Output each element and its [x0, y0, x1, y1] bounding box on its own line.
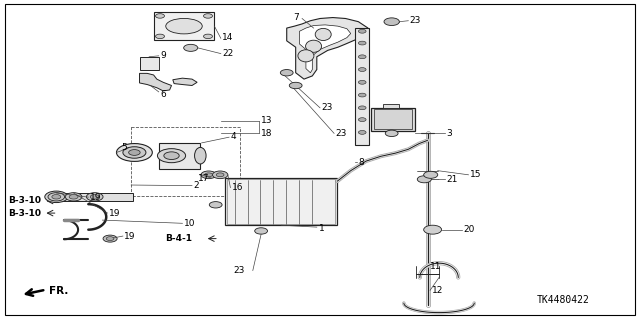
Bar [131, 127, 240, 196]
Text: 3: 3 [446, 129, 452, 138]
Text: 17: 17 [198, 174, 210, 182]
Bar [374, 109, 412, 129]
Polygon shape [140, 73, 172, 91]
Text: 6: 6 [160, 90, 166, 99]
Text: 1: 1 [319, 224, 324, 233]
Bar [56, 193, 133, 201]
Bar [227, 179, 335, 224]
Text: 5: 5 [122, 143, 127, 152]
Circle shape [123, 147, 146, 158]
Text: 20: 20 [463, 225, 475, 234]
Circle shape [205, 173, 212, 177]
Text: 4: 4 [230, 132, 236, 141]
Text: B-4-1: B-4-1 [165, 234, 192, 243]
Circle shape [358, 106, 366, 110]
Circle shape [103, 235, 117, 242]
Circle shape [216, 173, 224, 177]
Bar [383, 104, 399, 108]
Circle shape [201, 171, 216, 179]
Text: 23: 23 [410, 16, 421, 25]
Circle shape [358, 68, 366, 71]
Text: 11: 11 [430, 262, 442, 271]
Circle shape [204, 34, 212, 39]
Circle shape [358, 41, 366, 45]
Polygon shape [173, 78, 197, 85]
Text: B-3-10: B-3-10 [8, 197, 41, 205]
Circle shape [204, 14, 212, 18]
Circle shape [157, 149, 186, 163]
Bar [154, 12, 214, 40]
Text: 9: 9 [160, 51, 166, 60]
Text: 18: 18 [260, 129, 272, 138]
Text: 19: 19 [90, 193, 101, 202]
Ellipse shape [195, 147, 206, 164]
Text: TK4480422: TK4480422 [537, 295, 589, 305]
Circle shape [86, 193, 103, 201]
Circle shape [48, 193, 65, 201]
Circle shape [90, 195, 99, 199]
Circle shape [45, 191, 68, 203]
Circle shape [385, 130, 398, 137]
Ellipse shape [306, 40, 322, 52]
Text: 22: 22 [222, 49, 234, 58]
Text: 16: 16 [232, 183, 243, 192]
Text: 12: 12 [432, 286, 444, 295]
Circle shape [424, 225, 442, 234]
Circle shape [212, 171, 228, 179]
Text: 23: 23 [335, 129, 347, 138]
Circle shape [116, 144, 152, 161]
Circle shape [358, 118, 366, 122]
Circle shape [358, 130, 366, 134]
Circle shape [184, 44, 198, 51]
Circle shape [129, 150, 140, 155]
Circle shape [280, 70, 293, 76]
Polygon shape [287, 18, 368, 79]
Circle shape [358, 93, 366, 97]
Circle shape [209, 202, 222, 208]
Circle shape [50, 194, 63, 200]
Text: 7: 7 [293, 13, 299, 22]
Circle shape [69, 195, 78, 199]
Polygon shape [300, 25, 351, 73]
Circle shape [289, 82, 302, 89]
Text: 10: 10 [184, 219, 196, 228]
Text: 13: 13 [260, 116, 272, 125]
Text: 19: 19 [109, 209, 120, 218]
Circle shape [255, 228, 268, 234]
Circle shape [358, 55, 366, 59]
Bar [371, 108, 415, 131]
Circle shape [358, 80, 366, 84]
Text: 8: 8 [358, 158, 364, 167]
Circle shape [424, 171, 438, 178]
Text: 14: 14 [222, 33, 234, 42]
Bar [140, 57, 159, 70]
Bar [159, 143, 200, 169]
Text: 23: 23 [234, 266, 245, 275]
Circle shape [417, 176, 431, 183]
Bar [355, 28, 369, 145]
Circle shape [384, 18, 399, 26]
Text: B-3-10: B-3-10 [8, 209, 41, 218]
Circle shape [156, 14, 164, 18]
Ellipse shape [166, 19, 202, 34]
Text: 2: 2 [193, 181, 199, 190]
Text: 19: 19 [124, 232, 136, 241]
Text: 23: 23 [321, 103, 333, 112]
Circle shape [52, 195, 61, 199]
Circle shape [358, 29, 366, 33]
Text: 15: 15 [470, 170, 482, 179]
Circle shape [65, 193, 82, 201]
Text: 21: 21 [446, 175, 458, 184]
Circle shape [164, 152, 179, 160]
Text: FR.: FR. [49, 286, 68, 296]
Ellipse shape [298, 50, 314, 62]
Bar [225, 178, 337, 225]
Circle shape [106, 237, 114, 241]
Circle shape [156, 34, 164, 39]
Ellipse shape [315, 28, 332, 41]
